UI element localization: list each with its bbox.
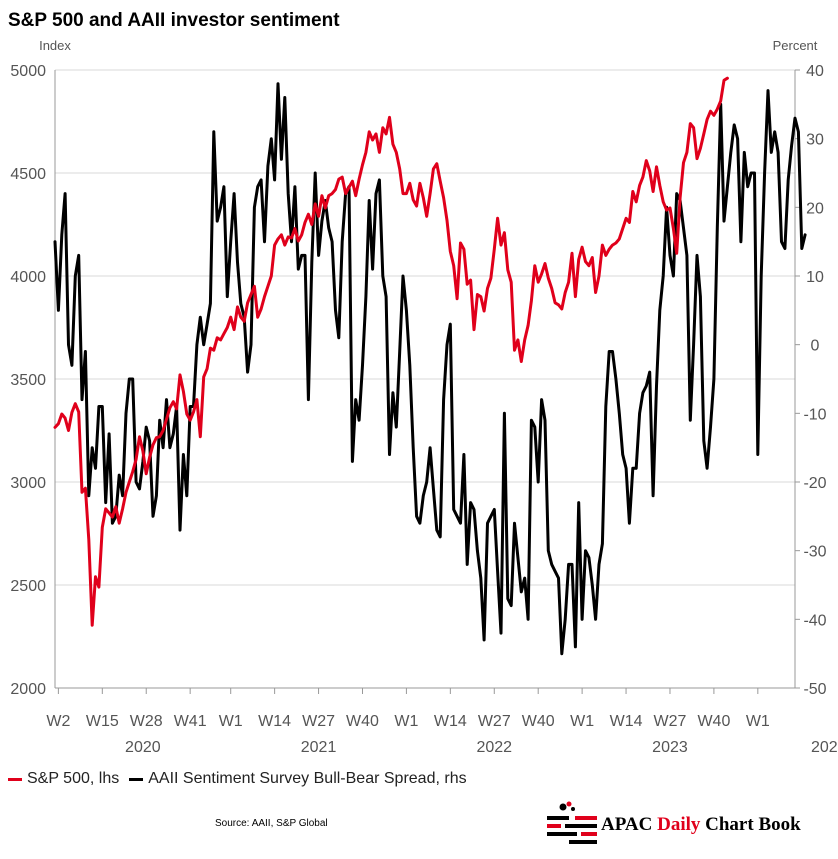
year-label: 2022 — [476, 739, 512, 756]
x-tick-label: W2 — [46, 713, 70, 730]
right-tick-label: 0 — [811, 338, 820, 355]
right-tick-label: -20 — [803, 475, 826, 492]
right-tick-label: 40 — [806, 63, 824, 80]
right-tick-label: -10 — [803, 406, 826, 423]
year-label: 2023 — [652, 739, 688, 756]
year-label: 2024 — [811, 739, 838, 756]
legend: S&P 500, lhs AAII Sentiment Survey Bull-… — [8, 770, 473, 788]
brand-part-chartbook: Chart Book — [705, 814, 801, 835]
tick-labels: 2000 2500 3000 3500 4000 4500 5000 -50 -40 -30 -20… — [10, 38, 838, 756]
year-label: 2021 — [301, 739, 337, 756]
right-tick-label: -50 — [803, 681, 826, 698]
x-tick-label: W1 — [219, 713, 243, 730]
x-tick-label: W15 — [86, 713, 119, 730]
x-tick-label: W1 — [570, 713, 594, 730]
left-tick-label: 3500 — [10, 372, 46, 389]
x-tick-label: W1 — [394, 713, 418, 730]
x-tick-label: W40 — [697, 713, 730, 730]
right-tick-label: -30 — [803, 544, 826, 561]
x-tick-label: W41 — [174, 713, 207, 730]
axes — [54, 69, 800, 694]
x-tick-label: W27 — [302, 713, 335, 730]
left-axis-label: Index — [39, 38, 71, 53]
right-tick-label: 20 — [806, 200, 824, 217]
left-tick-label: 2500 — [10, 578, 46, 595]
x-tick-label: W1 — [746, 713, 770, 730]
left-tick-label: 5000 — [10, 63, 46, 80]
brand-logo: APAC Daily Chart Book — [545, 800, 835, 852]
legend-label-aaii: AAII Sentiment Survey Bull-Bear Spread, … — [148, 770, 467, 787]
legend-item-aaii: AAII Sentiment Survey Bull-Bear Spread, … — [129, 770, 467, 788]
chart-title: S&P 500 and AAII investor sentiment — [8, 10, 340, 31]
left-tick-label: 2000 — [10, 681, 46, 698]
legend-label-sp500: S&P 500, lhs — [27, 770, 120, 787]
legend-swatch-red — [8, 777, 22, 781]
x-tick-label: W40 — [346, 713, 379, 730]
legend-item-sp500: S&P 500, lhs — [8, 770, 119, 788]
x-tick-label: W27 — [478, 713, 511, 730]
series-line-aaii-spread — [53, 82, 807, 656]
brand-emblem-icon — [547, 801, 597, 844]
x-tick-label: W14 — [258, 713, 291, 730]
right-tick-label: -40 — [803, 612, 826, 629]
brand-part-daily: Daily — [657, 814, 701, 835]
brand-name: APAC Daily Chart Book — [601, 814, 801, 836]
left-tick-label: 3000 — [10, 475, 46, 492]
left-tick-label: 4000 — [10, 269, 46, 286]
x-tick-label: W28 — [130, 713, 163, 730]
x-tick-label: W40 — [522, 713, 555, 730]
series-line-sp500 — [53, 76, 729, 627]
legend-swatch-black — [129, 777, 144, 781]
x-tick-label: W14 — [610, 713, 643, 730]
series — [53, 76, 807, 656]
year-label: 2020 — [125, 739, 161, 756]
x-tick-label: W14 — [434, 713, 467, 730]
left-tick-label: 4500 — [10, 166, 46, 183]
right-tick-label: 30 — [806, 132, 824, 149]
x-tick-label: W27 — [654, 713, 687, 730]
source-note: Source: AAII, S&P Global — [215, 818, 328, 829]
right-tick-label: 10 — [806, 269, 824, 286]
brand-part-apac: APAC — [601, 814, 653, 835]
right-axis-label: Percent — [773, 38, 818, 53]
